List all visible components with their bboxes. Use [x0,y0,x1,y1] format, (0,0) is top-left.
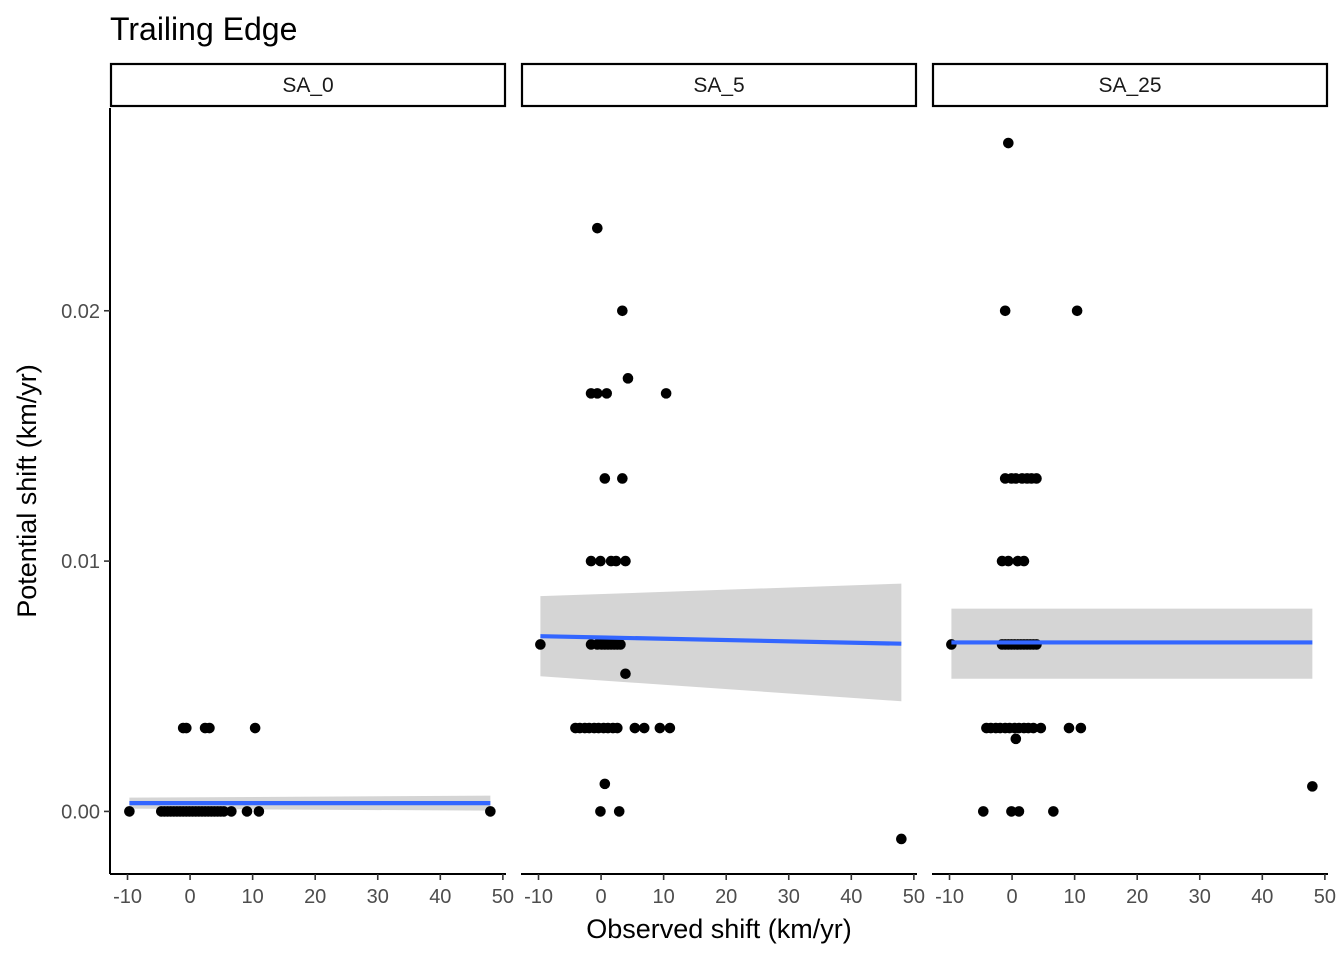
x-tick-label: -10 [524,886,553,908]
data-point [218,806,230,817]
facet-strip [520,62,918,108]
data-point [977,806,989,817]
x-axis-title: Observed shift (km/yr) [586,914,852,944]
chart-title: Trailing Edge [110,11,297,47]
data-point [1018,555,1030,567]
data-point [585,555,597,567]
data-point [1006,806,1017,817]
x-tick-label: 50 [903,886,925,908]
facet-panel-sa-5: SA_5 -10 0 10 20 30 40 50 [520,62,925,908]
x-tick-label: 30 [1189,886,1211,908]
data-point [1307,781,1318,792]
facet-strip [109,62,507,108]
x-tick-label: 40 [1251,886,1273,908]
data-point [1003,137,1014,149]
y-tick-label: 0.00 [61,801,100,823]
x-tick-label: 10 [242,886,264,908]
facet-strip-label: SA_0 [282,74,333,97]
x-tick-label: 20 [715,886,737,908]
data-point [615,639,626,650]
facet-strip [931,62,1329,108]
data-point [654,722,666,734]
data-point [1028,722,1039,734]
data-point [610,555,622,567]
data-point [1003,555,1014,567]
data-point [1010,733,1022,745]
x-tick-label: 50 [1314,886,1336,908]
confidence-ribbon [540,583,902,702]
data-point [1031,473,1042,484]
data-point [601,388,613,399]
facet-panel-sa-0: SA_0 -10 0 10 20 30 40 50 [109,62,514,908]
x-tick-label: 20 [304,886,326,908]
data-point [664,722,676,734]
data-point [1075,722,1087,734]
data-point [620,555,631,567]
data-point [535,639,546,650]
x-tick-label: -10 [113,886,142,908]
y-tick-label: 0.01 [61,551,100,573]
y-axis: 0.00 0.01 0.02 [61,108,111,874]
regression-line [540,634,902,646]
data-point [599,473,611,484]
x-tick-label: 30 [367,886,389,908]
data-point [629,722,641,734]
data-point [253,806,265,817]
x-tick-label: 0 [185,886,196,908]
data-point [1013,806,1025,817]
data-point [1048,806,1059,817]
data-point [204,722,215,734]
x-tick-label: 50 [492,886,514,908]
data-point [1071,305,1083,317]
data-point [620,668,631,680]
data-point [638,722,650,734]
x-tick-label: 10 [1064,886,1086,908]
data-point [622,373,634,384]
x-tick-label: 0 [596,886,607,908]
data-point [592,388,603,399]
data-point [226,806,237,817]
data-point [124,806,135,817]
data-point [617,473,628,484]
data-point [181,722,192,734]
data-point [1035,722,1047,734]
x-tick-label: 10 [653,886,675,908]
data-point [999,305,1011,317]
data-point [595,555,606,567]
data-point [241,806,253,817]
data-point [485,806,496,817]
data-point [612,722,623,734]
data-point [617,305,628,317]
data-point [1063,722,1075,734]
x-tick-label: 30 [778,886,800,908]
x-tick-label: 40 [429,886,451,908]
data-point [592,222,603,234]
data-point [660,388,672,399]
data-point [613,806,625,817]
data-point [249,722,261,734]
facet-strip-label: SA_5 [693,74,744,97]
x-tick-label: 40 [840,886,862,908]
data-point [599,778,611,790]
facet-panel-sa-25: SA_25 -10 0 10 20 30 40 50 [931,62,1336,908]
facet-strip-label: SA_25 [1098,74,1161,97]
x-tick-label: -10 [935,886,964,908]
x-tick-label: 0 [1007,886,1018,908]
data-point [595,806,606,817]
x-tick-label: 20 [1126,886,1148,908]
y-tick-label: 0.02 [61,301,100,323]
data-point [896,833,907,845]
y-axis-title: Potential shift (km/yr) [12,364,42,618]
